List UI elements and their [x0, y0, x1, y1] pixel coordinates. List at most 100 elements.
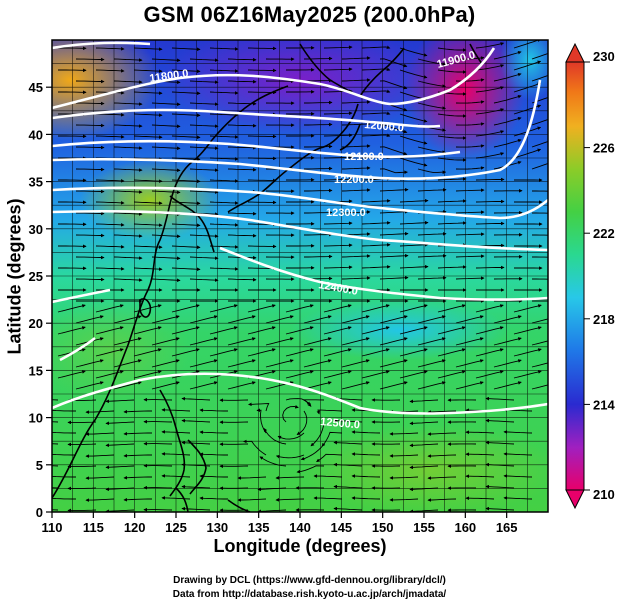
- streamline: [361, 348, 390, 357]
- streamline: [341, 210, 371, 214]
- streamline: [532, 256, 548, 258]
- streamline: [105, 465, 135, 470]
- colorbar-tick-label: 214: [593, 397, 615, 412]
- streamline: [455, 254, 485, 258]
- streamline: [113, 190, 143, 194]
- streamline: [304, 166, 333, 171]
- streamline: [95, 267, 125, 271]
- streamline: [57, 304, 86, 313]
- streamline: [465, 496, 495, 500]
- streamline: [52, 487, 59, 489]
- streamline: [95, 69, 125, 73]
- streamline: [75, 189, 105, 194]
- streamline: [531, 119, 548, 126]
- temperature-field: [52, 40, 548, 512]
- streamline: [437, 370, 466, 379]
- y-axis-ticks: 0 5 10 15 20 25 30 35 40 45: [29, 80, 52, 520]
- streamline: [455, 210, 485, 214]
- streamline: [171, 47, 201, 52]
- streamline: [437, 304, 466, 313]
- streamline: [361, 370, 390, 379]
- streamline: [341, 188, 371, 192]
- streamline: [113, 381, 142, 390]
- streamline: [531, 340, 548, 346]
- x-tick-label: 150: [372, 520, 394, 535]
- streamline: [532, 190, 548, 192]
- streamline: [189, 278, 219, 282]
- streamline: [95, 113, 125, 117]
- streamline: [209, 267, 239, 271]
- streamline: [199, 430, 228, 435]
- contour-label: 12100.0: [344, 151, 384, 163]
- colorbar-ticks: 230 226 222 218 214 210: [584, 49, 615, 502]
- streamline: [189, 315, 218, 324]
- streamline: [493, 315, 522, 324]
- x-tick-label: 135: [248, 520, 270, 535]
- streamline: [189, 381, 218, 390]
- streamline: [341, 381, 370, 390]
- streamline: [427, 498, 457, 502]
- streamline: [181, 418, 211, 423]
- streamline: [465, 474, 495, 478]
- streamline: [171, 245, 201, 250]
- streamline: [151, 256, 181, 261]
- streamline: [285, 304, 314, 313]
- x-tick-label: 110: [42, 520, 63, 535]
- streamline: [95, 47, 125, 51]
- streamline: [105, 399, 135, 404]
- streamline: [475, 265, 505, 270]
- streamline: [151, 102, 181, 107]
- streamline: [113, 359, 142, 368]
- streamline: [296, 465, 325, 474]
- streamline: [151, 234, 181, 239]
- streamline: [75, 359, 104, 368]
- streamline: [493, 50, 522, 60]
- streamline: [247, 304, 276, 313]
- streamline: [323, 304, 352, 313]
- streamline: [237, 498, 267, 502]
- streamline: [417, 168, 447, 174]
- streamline: [171, 69, 201, 74]
- streamline: [247, 244, 277, 249]
- streamline: [133, 370, 162, 379]
- streamline: [113, 102, 143, 106]
- streamline: [189, 80, 219, 84]
- streamline: [493, 94, 522, 104]
- streamline: [531, 362, 548, 368]
- streamline: [199, 496, 228, 501]
- streamline: [341, 100, 371, 104]
- streamline: [248, 402, 270, 412]
- streamline: [455, 188, 485, 192]
- streamline: [455, 122, 485, 126]
- streamline: [417, 80, 446, 88]
- streamline: [316, 409, 343, 415]
- streamline: [455, 166, 485, 170]
- streamline: [361, 326, 390, 335]
- streamline: [123, 431, 152, 436]
- streamline: [113, 278, 143, 282]
- x-tick-label: 120: [124, 520, 146, 535]
- streamline: [437, 157, 467, 162]
- streamline: [247, 134, 277, 139]
- streamline: [437, 177, 467, 181]
- streamline: [113, 212, 143, 216]
- streamline: [113, 124, 143, 128]
- streamline: [389, 498, 419, 502]
- streamline: [209, 91, 239, 95]
- streamline: [361, 89, 391, 93]
- streamline: [133, 113, 163, 117]
- y-tick-label: 20: [29, 316, 43, 331]
- streamline: [485, 440, 515, 445]
- streamline: [199, 452, 228, 457]
- colorbar-body: [565, 61, 585, 491]
- streamline: [209, 69, 239, 73]
- streamline: [341, 276, 371, 280]
- streamline: [303, 359, 332, 368]
- x-tick-label: 130: [206, 520, 228, 535]
- streamline: [313, 496, 343, 500]
- streamline: [379, 58, 408, 68]
- streamline: [75, 145, 105, 150]
- streamline: [455, 78, 485, 82]
- streamline: [493, 337, 522, 346]
